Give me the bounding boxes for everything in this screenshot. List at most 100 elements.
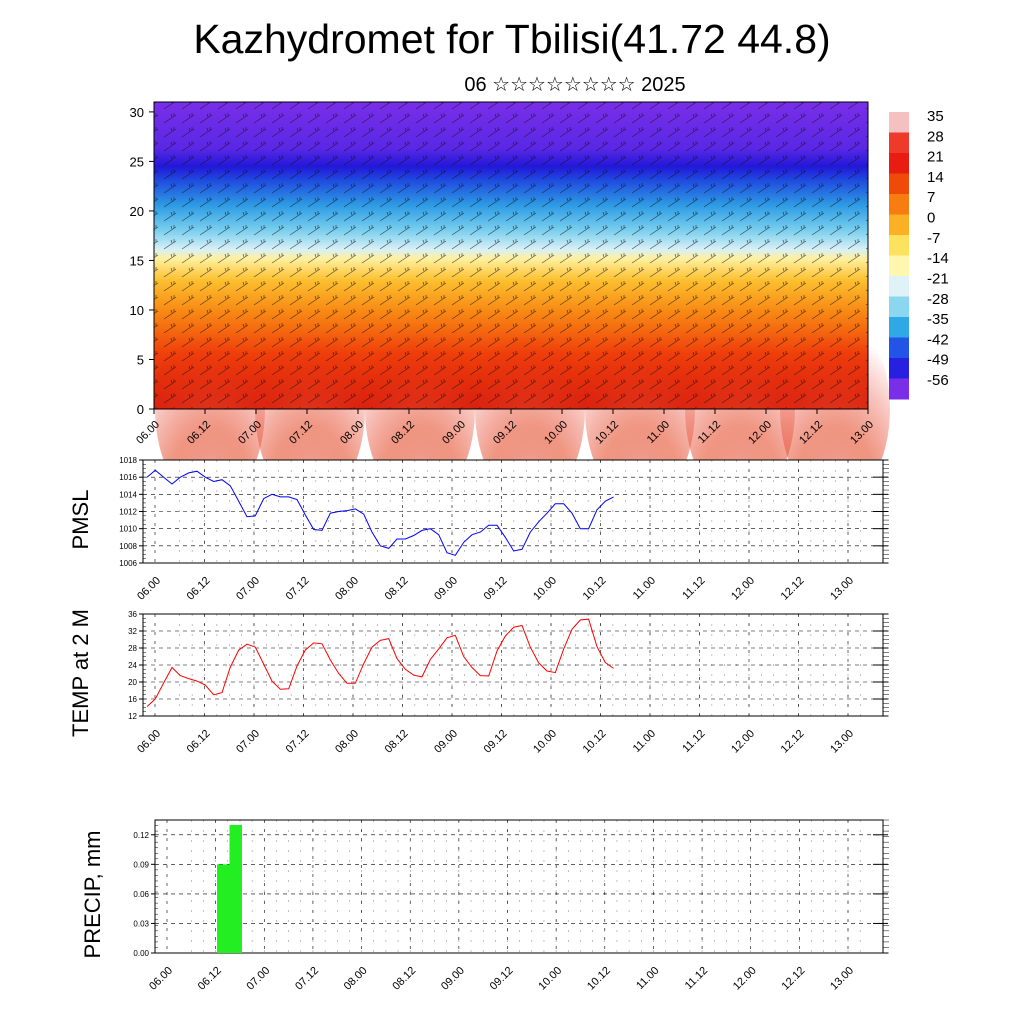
x-tick-label: 06.12 [196, 965, 224, 993]
x-tick-label: 06.12 [185, 728, 213, 756]
x-tick-label: 07.00 [244, 965, 272, 993]
colorbar-label: -7 [927, 230, 940, 247]
x-tick-label: 07.12 [284, 575, 312, 603]
colorbar-swatch [889, 337, 909, 359]
y-tick-label: 10 [130, 303, 144, 318]
colorbar-swatch [889, 214, 909, 236]
x-tick-label: 12.00 [729, 728, 757, 756]
x-tick-label: 06.00 [147, 965, 175, 993]
precip-axis-label: PRECIP, mm [80, 831, 105, 959]
x-tick-label: 10.00 [531, 575, 559, 603]
x-tick-label: 12.00 [731, 965, 759, 993]
x-tick-label: 06.12 [185, 575, 213, 603]
chart-subtitle: 06 ☆☆☆☆☆☆☆☆ 2025 [464, 74, 686, 96]
x-tick-label: 08.00 [333, 728, 361, 756]
x-tick-label: 13.00 [828, 728, 856, 756]
y-tick-label: 0.12 [133, 831, 149, 840]
x-tick-label: 08.12 [390, 965, 418, 993]
colorbar-swatch [889, 317, 909, 338]
x-tick-label: 10.12 [581, 575, 609, 603]
colorbar-label: -28 [927, 291, 949, 308]
y-tick-label: 1016 [119, 473, 137, 482]
x-tick-label: 07.00 [234, 575, 262, 603]
x-tick-label: 10.12 [585, 965, 613, 993]
x-tick-label: 11.12 [680, 575, 707, 602]
x-tick-label: 10.00 [536, 965, 564, 993]
colorbar-label: 7 [927, 189, 935, 206]
x-tick-label: 12.12 [780, 965, 808, 993]
colorbar-swatch [889, 358, 909, 379]
colorbar-swatch [889, 296, 909, 318]
x-tick-label: 08.12 [383, 728, 411, 756]
temp2m-axis-label: TEMP at 2 M [68, 609, 93, 737]
x-tick-label: 12.12 [779, 728, 807, 756]
y-tick-label: 16 [128, 695, 137, 704]
colorbar-label: -49 [927, 352, 949, 369]
colorbar-label: -21 [927, 270, 949, 287]
x-tick-label: 09.00 [439, 965, 467, 993]
y-tick-label: 30 [130, 105, 144, 120]
colorbar-label: 35 [927, 108, 944, 125]
x-tick-label: 09.00 [432, 575, 460, 603]
colorbar-swatch [889, 235, 909, 256]
colorbar-label: 21 [927, 149, 944, 166]
y-tick-label: 12 [128, 712, 137, 721]
y-tick-label: 25 [130, 154, 144, 169]
x-tick-label: 08.00 [333, 575, 361, 603]
y-tick-label: 0.06 [133, 890, 149, 899]
y-tick-label: 20 [130, 204, 144, 219]
y-tick-label: 28 [128, 644, 137, 653]
y-tick-label: 0.09 [133, 860, 149, 869]
y-tick-label: 15 [130, 253, 144, 268]
pmsl-axis-label: PMSL [68, 490, 93, 550]
y-tick-label: 0.03 [133, 919, 149, 928]
x-tick-label: 06.00 [135, 575, 163, 603]
y-tick-label: 1010 [119, 525, 137, 534]
colorbar-label: 14 [927, 169, 944, 186]
y-tick-label: 1014 [119, 490, 137, 499]
colorbar-label: -56 [927, 372, 949, 389]
y-tick-label: 32 [128, 627, 137, 636]
x-tick-label: 07.00 [234, 728, 262, 756]
y-tick-label: 24 [128, 661, 137, 670]
pmsl-series-line [146, 469, 614, 556]
temp2m-series-line [146, 618, 614, 707]
x-tick-label: 12.12 [779, 575, 807, 603]
x-tick-label: 09.12 [482, 728, 510, 756]
x-tick-label: 11.12 [680, 728, 707, 755]
colorbar-swatch [889, 378, 909, 400]
y-tick-label: 36 [128, 610, 137, 619]
colorbar-swatch [889, 276, 909, 297]
y-tick-label: 1012 [119, 508, 137, 517]
x-tick-label: 09.00 [432, 728, 460, 756]
x-tick-label: 13.00 [828, 575, 856, 603]
y-tick-label: 0.00 [133, 949, 149, 958]
x-tick-label: 13.00 [828, 965, 856, 993]
x-tick-label: 10.00 [531, 728, 559, 756]
x-tick-label: 12.00 [729, 575, 757, 603]
x-tick-label: 11.00 [631, 575, 658, 602]
x-tick-label: 08.12 [383, 575, 411, 603]
colorbar-label: 0 [927, 210, 935, 227]
colorbar-swatch [889, 194, 909, 215]
y-tick-label: 1018 [119, 456, 137, 465]
y-tick-label: 1008 [119, 542, 137, 551]
precip-bar-0 [217, 864, 230, 953]
x-tick-label: 10.12 [581, 728, 609, 756]
y-tick-label: 0 [137, 402, 144, 417]
colorbar-swatch [889, 132, 909, 154]
colorbar-label: 28 [927, 128, 944, 145]
x-tick-label: 11.12 [683, 965, 710, 992]
colorbar-label: -42 [927, 331, 949, 348]
colorbar-label: -14 [927, 250, 949, 267]
x-tick-label: 09.12 [482, 575, 510, 603]
x-tick-label: 11.00 [631, 728, 658, 755]
y-tick-label: 20 [128, 678, 137, 687]
y-tick-label: 1006 [119, 559, 137, 568]
chart-title: Kazhydromet for Tbilisi(41.72 44.8) [193, 16, 831, 62]
y-tick-label: 5 [137, 352, 144, 367]
x-tick-label: 08.00 [342, 965, 370, 993]
colorbar-swatch [889, 153, 909, 174]
colorbar-swatch [889, 255, 909, 277]
